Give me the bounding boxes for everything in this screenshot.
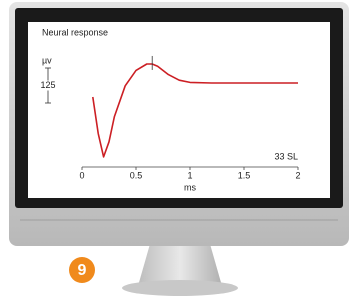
y-unit: µv	[42, 55, 52, 65]
x-tick-label: 2	[295, 170, 300, 180]
x-tick-label: 1.5	[238, 170, 251, 180]
monitor-illustration: 9 Neural response µv 33 SL ms 0 0.5 1 1.5 2 1…	[0, 0, 358, 303]
chart-title: Neural response	[42, 27, 108, 37]
x-tick-label: 1	[187, 170, 192, 180]
stand-base	[122, 280, 238, 296]
screen	[28, 22, 330, 198]
x-tick-label: 0.5	[130, 170, 143, 180]
stand	[138, 244, 222, 286]
scale-bar-label: 125	[40, 80, 55, 90]
annotation: 33 SL	[274, 151, 298, 161]
x-axis-label: ms	[184, 182, 196, 192]
badge-label: 9	[78, 262, 87, 279]
x-tick-label: 0	[79, 170, 84, 180]
